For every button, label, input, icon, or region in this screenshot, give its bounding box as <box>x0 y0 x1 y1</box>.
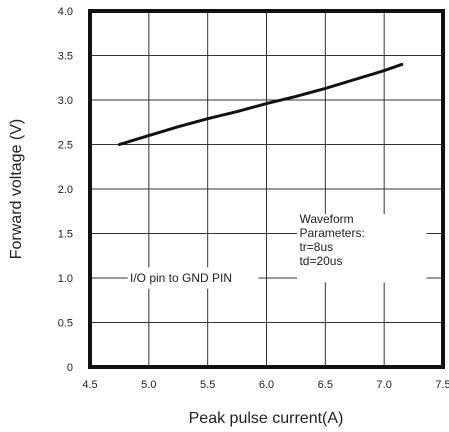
x-tick-label: 7.0 <box>377 379 392 391</box>
y-tick-label: 3.5 <box>58 51 73 63</box>
waveform-line: Waveform <box>299 212 353 226</box>
y-tick-label: 1.5 <box>58 229 73 241</box>
y-tick-label: 1.0 <box>58 273 73 285</box>
y-tick-label: 3.0 <box>58 95 73 107</box>
x-tick-label: 5.0 <box>141 379 156 391</box>
pin-annotation: I/O pin to GND PIN <box>130 271 232 285</box>
x-tick-label: 7.5 <box>435 379 449 391</box>
annotation-backgrounds <box>127 213 427 289</box>
series-line <box>117 62 404 146</box>
x-axis-title: Peak pulse current(A) <box>189 410 344 427</box>
plot-frame <box>88 9 445 369</box>
y-tick-label: 0.5 <box>58 318 73 330</box>
y-axis-title: Forward voltage (V) <box>8 119 25 260</box>
x-tick-label: 6.0 <box>259 379 274 391</box>
y-tick-label: 2.0 <box>58 184 73 196</box>
waveform-line: Parameters: <box>299 226 364 240</box>
y-tick-label: 0 <box>67 362 73 374</box>
waveform-line: tr=8us <box>299 240 333 254</box>
y-tick-label: 4.0 <box>58 6 73 18</box>
x-tick-labels: 4.5 5.0 5.5 6.0 6.5 7.0 7.5 <box>82 379 449 391</box>
grid-lines <box>90 11 443 367</box>
y-tick-labels: 0 0.5 1.0 1.5 2.0 2.5 3.0 3.5 4.0 <box>58 6 73 374</box>
waveform-label-bg <box>297 213 427 283</box>
waveform-line: td=20us <box>299 254 342 268</box>
series-group <box>117 62 404 146</box>
x-tick-label: 4.5 <box>82 379 97 391</box>
y-tick-label: 2.5 <box>58 140 73 152</box>
x-tick-label: 6.5 <box>318 379 333 391</box>
pin-label-bg <box>127 267 259 289</box>
x-tick-label: 5.5 <box>200 379 215 391</box>
